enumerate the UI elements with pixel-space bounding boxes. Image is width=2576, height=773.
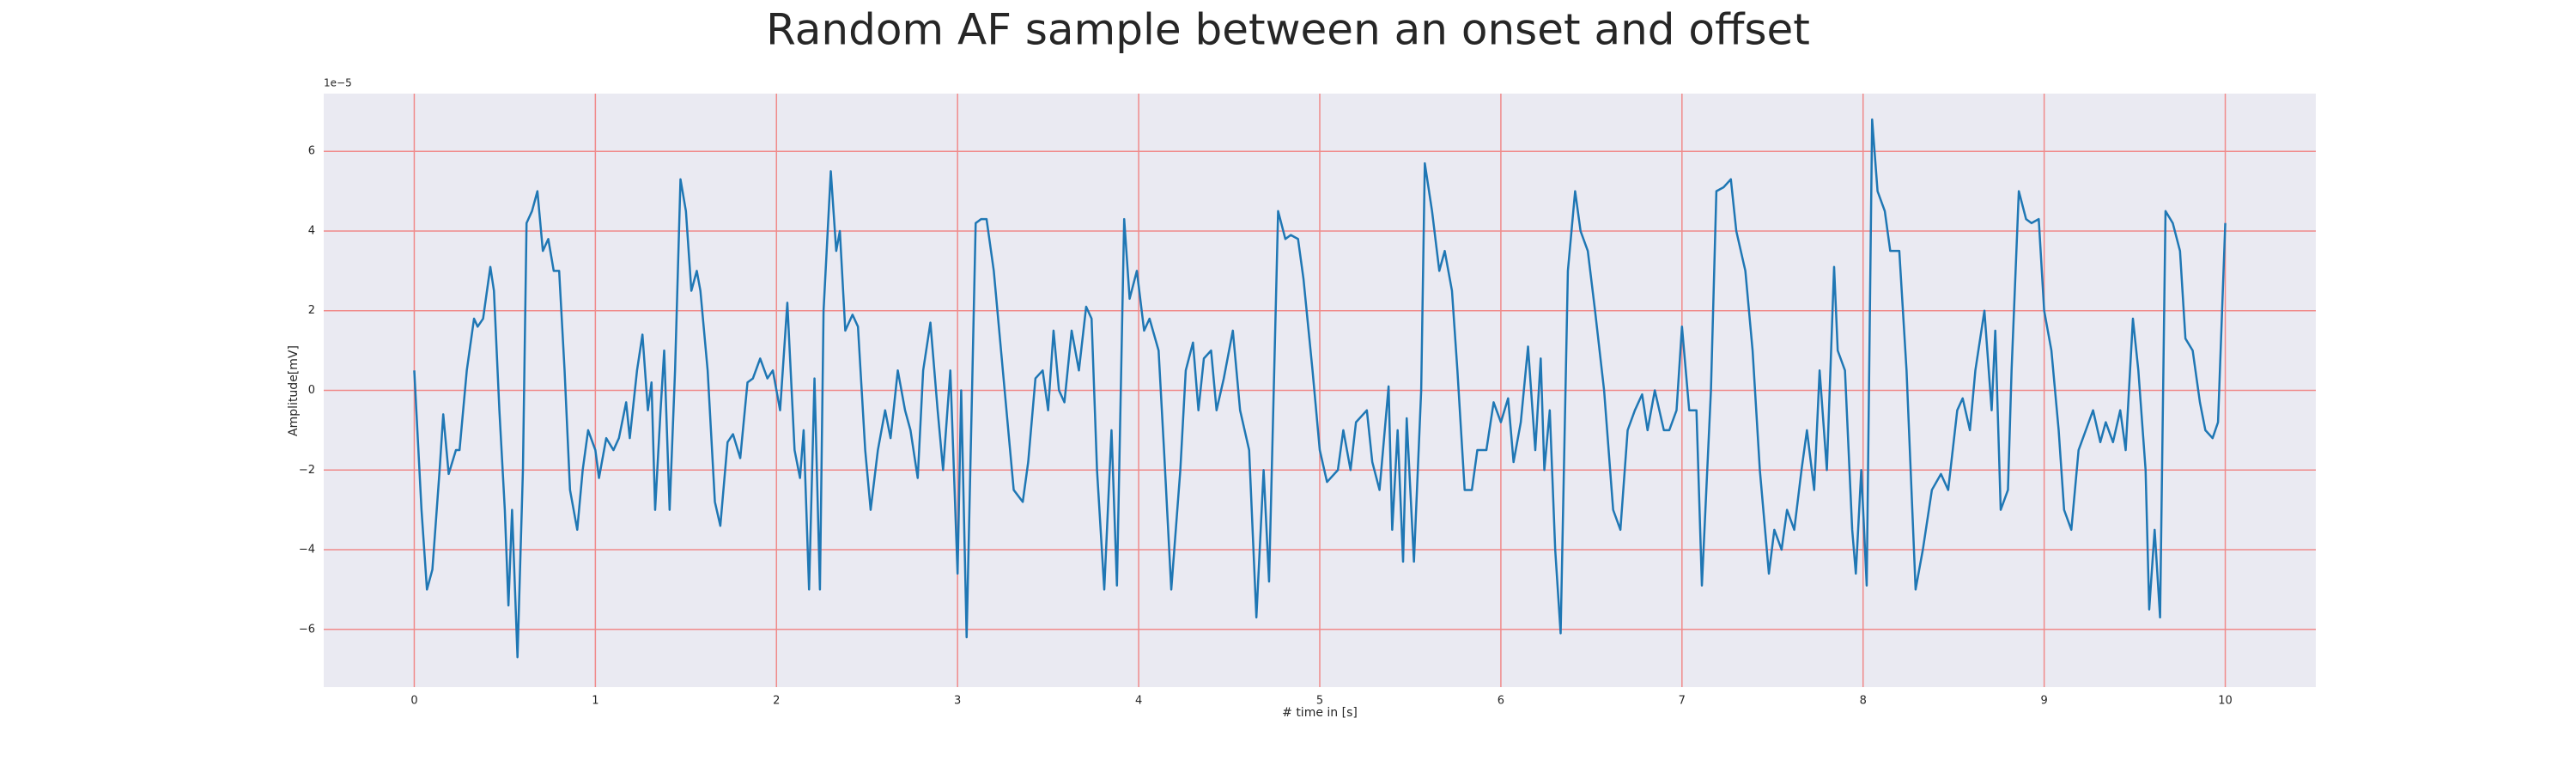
x-tick-label: 7 (1679, 695, 1686, 708)
y-tick-label: −4 (299, 544, 315, 557)
x-tick-label: 2 (773, 695, 780, 708)
y-tick-label: 6 (308, 145, 315, 158)
y-tick-label: 0 (308, 384, 315, 397)
x-tick-label: 10 (2218, 695, 2233, 708)
x-tick-label: 6 (1498, 695, 1504, 708)
y-tick-label: −6 (299, 623, 315, 636)
x-tick-label: 8 (1860, 695, 1867, 708)
y-tick-label: 4 (308, 224, 315, 237)
x-tick-label: 1 (592, 695, 598, 708)
x-tick-label: 4 (1135, 695, 1142, 708)
y-offset-label: 1e−5 (324, 77, 352, 89)
x-tick-label: 3 (954, 695, 961, 708)
chart-title: Random AF sample between an onset and of… (766, 5, 1810, 55)
signal-line (413, 118, 2227, 659)
x-tick-label: 9 (2040, 695, 2047, 708)
x-tick-label: 0 (410, 695, 417, 708)
y-axis-label: Amplitude[mV] (287, 345, 301, 436)
y-tick-label: −2 (299, 464, 315, 477)
x-tick-label: 5 (1316, 695, 1323, 708)
x-axis-label: # time in [s] (1282, 706, 1358, 720)
y-tick-label: 2 (308, 304, 315, 317)
